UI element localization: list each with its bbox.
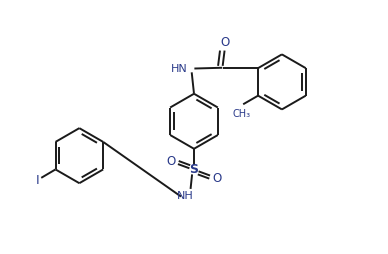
Text: CH₃: CH₃ [232,109,251,119]
Text: I: I [36,174,39,187]
Text: O: O [220,36,229,49]
Text: HN: HN [171,64,188,73]
Text: O: O [166,155,175,168]
Text: NH: NH [177,191,193,201]
Text: O: O [213,172,222,185]
Text: S: S [189,163,199,176]
